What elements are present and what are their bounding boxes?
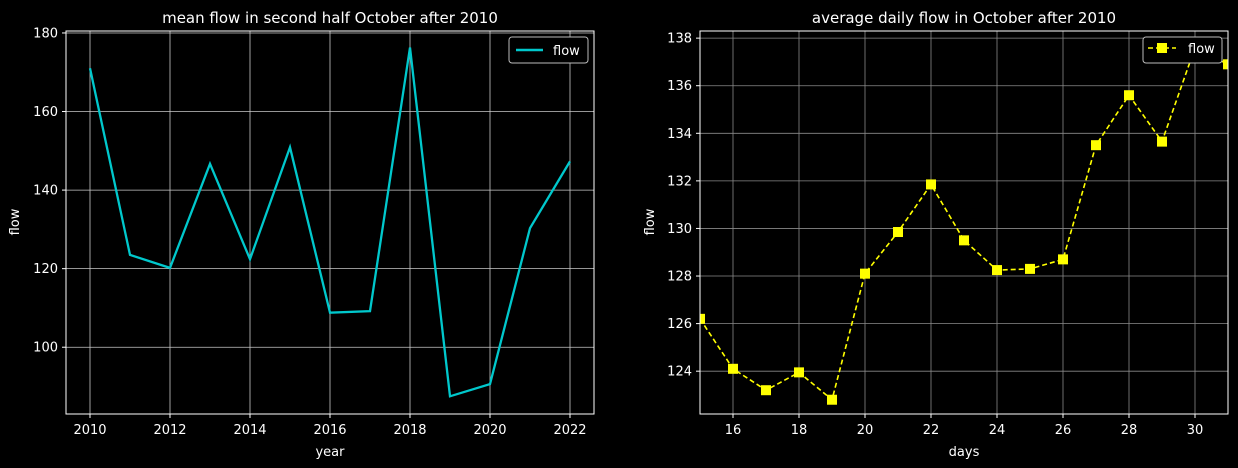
right-xtick-label: 18 bbox=[791, 423, 808, 438]
right-data-point bbox=[1091, 140, 1101, 151]
right-ytick-label: 132 bbox=[667, 174, 692, 189]
right-data-point bbox=[1058, 254, 1068, 265]
right-xtick-label: 24 bbox=[989, 423, 1006, 438]
right-xtick-label: 28 bbox=[1121, 423, 1138, 438]
left-ytick-label: 140 bbox=[33, 184, 58, 199]
right-data-point bbox=[700, 313, 705, 324]
right-chart-frame bbox=[699, 30, 1229, 415]
left-chart-legend: flow bbox=[508, 36, 589, 64]
right-ytick-label: 126 bbox=[667, 317, 692, 332]
right-data-point bbox=[1124, 90, 1134, 101]
left-chart-frame bbox=[65, 30, 595, 415]
right-legend-label: flow bbox=[1188, 42, 1215, 57]
right-data-point bbox=[1223, 59, 1228, 70]
left-xtick-label: 2016 bbox=[313, 423, 346, 438]
left-ytick-label: 100 bbox=[33, 341, 58, 356]
right-data-point bbox=[728, 363, 738, 374]
right-xtick-label: 16 bbox=[725, 423, 742, 438]
right-ytick-label: 130 bbox=[667, 222, 692, 237]
left-xtick-label: 2012 bbox=[153, 423, 186, 438]
right-chart-title: average daily flow in October after 2010 bbox=[812, 9, 1116, 27]
right-data-point bbox=[794, 367, 804, 378]
left-series-line bbox=[88, 47, 571, 398]
left-chart-ticks: 2010 2012 2014 2016 2018 2020 2022 100 120 140 160… bbox=[33, 26, 586, 438]
right-chart-grid bbox=[700, 31, 1228, 414]
left-chart-ylabel: flow bbox=[8, 208, 23, 235]
right-chart-series bbox=[699, 42, 1229, 405]
right-chart: average daily flow in October after 2010… bbox=[643, 9, 1229, 460]
right-data-point bbox=[992, 265, 1002, 276]
right-data-point bbox=[827, 394, 837, 405]
left-ytick-label: 120 bbox=[33, 262, 58, 277]
left-legend-box bbox=[508, 36, 589, 64]
left-chart-series bbox=[88, 47, 571, 398]
right-ytick-label: 124 bbox=[667, 365, 692, 380]
right-data-point bbox=[893, 227, 903, 238]
left-xtick-label: 2020 bbox=[473, 423, 506, 438]
left-ytick-label: 160 bbox=[33, 105, 58, 120]
left-xtick-label: 2010 bbox=[73, 423, 106, 438]
right-xtick-label: 30 bbox=[1187, 423, 1204, 438]
left-chart: mean flow in second half October after 2… bbox=[8, 9, 595, 460]
right-data-point bbox=[761, 385, 771, 396]
right-ytick-label: 134 bbox=[667, 127, 692, 142]
right-data-point bbox=[860, 268, 870, 279]
right-ytick-label: 136 bbox=[667, 79, 692, 94]
right-series-line bbox=[699, 46, 1229, 402]
left-ytick-label: 180 bbox=[33, 26, 58, 41]
right-data-point bbox=[926, 179, 936, 190]
left-legend-label: flow bbox=[553, 44, 580, 59]
left-xtick-label: 2018 bbox=[393, 423, 426, 438]
right-xtick-label: 22 bbox=[923, 423, 940, 438]
left-xtick-label: 2022 bbox=[553, 423, 586, 438]
right-chart-legend: flow bbox=[1142, 36, 1223, 64]
right-xtick-label: 20 bbox=[857, 423, 874, 438]
right-ytick-label: 138 bbox=[667, 32, 692, 47]
right-legend-marker bbox=[1157, 43, 1167, 53]
right-data-point bbox=[959, 235, 969, 246]
right-data-point bbox=[1025, 263, 1035, 274]
right-data-point bbox=[1157, 136, 1167, 147]
right-chart-xlabel: days bbox=[949, 445, 980, 460]
left-xtick-label: 2014 bbox=[233, 423, 266, 438]
left-chart-xlabel: year bbox=[315, 445, 345, 460]
right-ytick-label: 128 bbox=[667, 270, 692, 285]
left-chart-grid bbox=[66, 31, 594, 414]
right-chart-ylabel: flow bbox=[643, 208, 658, 235]
right-chart-ticks: 16 18 20 22 24 26 28 30 124 126 128 130 132 134 136 138 bbox=[667, 32, 1203, 438]
left-chart-title: mean flow in second half October after 2… bbox=[162, 9, 498, 27]
right-xtick-label: 26 bbox=[1055, 423, 1072, 438]
